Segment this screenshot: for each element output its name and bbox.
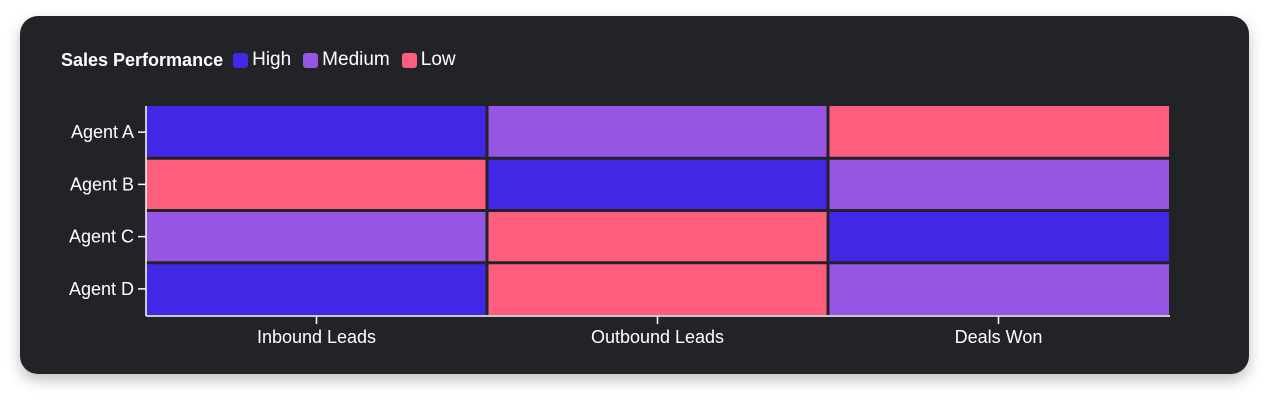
chart-card: Sales Performance High Medium Low Agent … (20, 16, 1249, 374)
heatmap-cell (829, 212, 1169, 262)
y-tick-label: Agent B (70, 174, 134, 194)
legend-swatch-low (401, 52, 417, 68)
heatmap-cell (829, 264, 1169, 315)
y-tick-label: Agent C (69, 227, 134, 247)
x-tick-label: Inbound Leads (257, 327, 376, 347)
legend-swatch-high (233, 52, 249, 68)
legend-label-low: Low (420, 49, 456, 70)
heatmap-plot: Agent A Agent B Agent C Agent D Inbound Lead… (69, 106, 1170, 347)
heatmap-cell (488, 264, 827, 315)
heatmap-cell (488, 159, 827, 209)
legend-swatch-medium (303, 52, 319, 68)
chart-title: Sales Performance (61, 49, 224, 70)
y-tick-label: Agent D (69, 279, 134, 299)
chart-legend: Sales Performance High Medium Low (61, 48, 468, 72)
heatmap-cell (146, 212, 486, 262)
heatmap-cell (146, 264, 486, 315)
heatmap-cell (488, 212, 827, 262)
legend-item-medium: Medium (303, 49, 390, 71)
legend-item-low: Low (401, 49, 456, 71)
x-tick-label: Deals Won (955, 327, 1043, 347)
heatmap-cell (488, 106, 827, 157)
legend-label-medium: Medium (322, 49, 390, 70)
legend-item-high: High (233, 49, 291, 71)
heatmap-cell (829, 159, 1169, 209)
y-tick-label: Agent A (71, 122, 134, 142)
heatmap-cell (146, 159, 486, 209)
legend-label-high: High (252, 49, 292, 70)
heatmap-cell (829, 106, 1169, 157)
x-tick-label: Outbound Leads (591, 327, 724, 347)
heatmap-cell (146, 106, 486, 157)
